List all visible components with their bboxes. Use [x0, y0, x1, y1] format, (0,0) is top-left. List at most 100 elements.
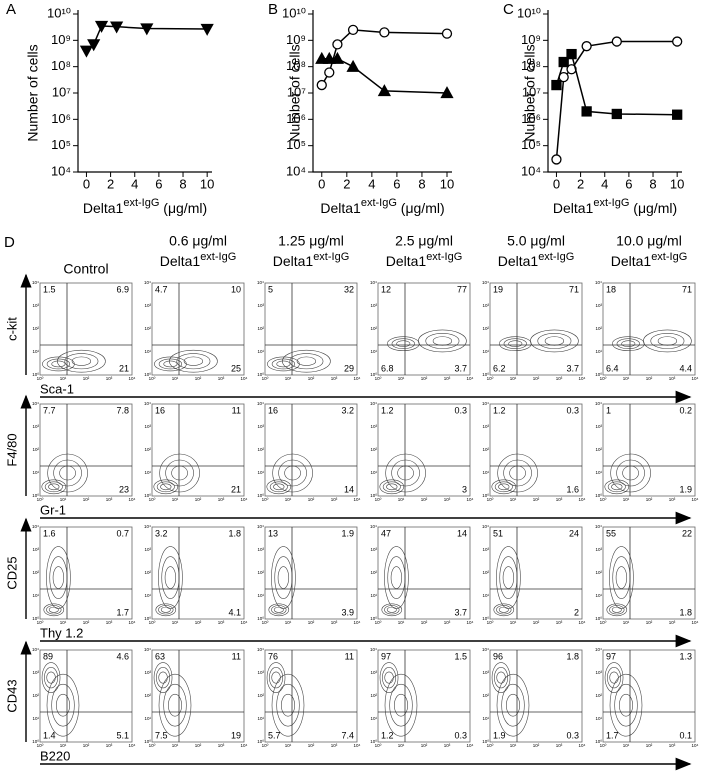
- quadrant-percent: 0.7: [116, 528, 129, 538]
- contour: [296, 356, 317, 366]
- flow-x-tick: 10⁰: [37, 743, 44, 748]
- flow-y-tick: 10⁰: [144, 739, 151, 744]
- flow-x-tick: 10³: [556, 376, 563, 381]
- flow-y-tick: 10⁴: [595, 280, 602, 285]
- flow-x-tick: 10²: [646, 620, 653, 625]
- contour: [281, 693, 295, 717]
- column-agent: Delta1ext-IgG: [160, 251, 237, 269]
- quadrant-percent: 97: [606, 651, 616, 661]
- flow-y-tick: 10³: [32, 303, 39, 308]
- flow-y-tick: 10²: [595, 570, 602, 575]
- contour: [611, 606, 622, 613]
- flow-x-tick: 10³: [331, 620, 338, 625]
- flow-y-tick: 10²: [370, 570, 377, 575]
- contour: [273, 606, 284, 613]
- y-tick-label: 10⁸: [286, 58, 306, 73]
- flow-y-tick: 10³: [257, 547, 264, 552]
- agent: Delta1: [611, 253, 652, 269]
- contour: [609, 673, 643, 737]
- contour: [610, 453, 651, 493]
- plot-frame: [602, 282, 696, 376]
- contour: [56, 693, 70, 717]
- quadrant-percent: 13: [268, 528, 278, 538]
- flow-y-tick: 10³: [370, 547, 377, 552]
- quadrant-percent: 32: [344, 284, 354, 294]
- flow-y-tick: 10⁰: [595, 739, 602, 744]
- contour: [158, 546, 183, 609]
- flow-x-tick: 10⁰: [37, 376, 44, 381]
- flow-y-tick: 10³: [595, 547, 602, 552]
- flow-y-tick: 10¹: [32, 349, 39, 354]
- contour: [163, 360, 178, 368]
- quadrant-percent: 1.9: [493, 730, 506, 740]
- y-tick-label: 10¹⁰: [47, 5, 71, 20]
- quadrant-percent: 1.4: [43, 730, 56, 740]
- row-y-label: F4/80: [4, 433, 19, 466]
- row-x-label: B220: [40, 748, 70, 763]
- flow-x-tick: 10⁴: [354, 497, 361, 502]
- contour: [506, 693, 520, 717]
- flow-y-tick: 10¹: [370, 470, 377, 475]
- flow-x-tick: 10³: [556, 620, 563, 625]
- flow-y-tick: 10⁴: [257, 401, 264, 406]
- flow-x-tick: 10²: [83, 743, 90, 748]
- flow-y-tick: 10²: [32, 693, 39, 698]
- marker: [94, 20, 109, 33]
- quadrant-percent: 51: [493, 528, 503, 538]
- flow-x-tick: 10³: [444, 376, 451, 381]
- flow-x-tick: 10³: [106, 497, 113, 502]
- quadrant-percent: 23: [119, 484, 129, 494]
- marker: [324, 67, 335, 78]
- flow-x-tick: 10⁰: [149, 743, 156, 748]
- y-tick-label: 10⁹: [521, 32, 541, 47]
- flow-y-tick: 10³: [144, 303, 151, 308]
- flow-y-tick: 10²: [482, 693, 489, 698]
- contour: [619, 693, 633, 717]
- contour: [64, 353, 99, 370]
- agent-sup: ext-IgG: [200, 251, 236, 263]
- flow-x-tick: 10²: [308, 497, 315, 502]
- y-tick-label: 10⁷: [287, 84, 306, 99]
- flow-x-tick: 10¹: [172, 743, 179, 748]
- flow-x-tick: 10¹: [172, 376, 179, 381]
- flow-x-tick: 10¹: [172, 497, 179, 502]
- contour: [43, 603, 65, 617]
- flow-y-tick: 10¹: [257, 593, 264, 598]
- plot-frame: [377, 649, 471, 743]
- flow-x-tick: 10⁰: [600, 620, 607, 625]
- flow-x-tick: 10¹: [285, 743, 292, 748]
- contour: [508, 340, 523, 348]
- flow-x-tick: 10⁴: [129, 497, 136, 502]
- plot-frame: [39, 403, 133, 497]
- contour: [153, 662, 173, 693]
- marker: [140, 23, 154, 36]
- y-tick-label: 10⁷: [52, 84, 71, 99]
- contour: [41, 479, 67, 495]
- chart: B 10⁴ 10⁵ 10⁶ 10⁷ 10⁸ 10⁹ 10¹⁰ 0 2 4 6 8 10 Number of …: [268, 1, 454, 216]
- flow-x-tick: 10⁰: [487, 497, 494, 502]
- y-tick-label: 10⁹: [51, 32, 71, 47]
- flow-x-tick: 10²: [421, 376, 428, 381]
- flow-x-tick: 10¹: [60, 376, 67, 381]
- flow-x-tick: 10⁰: [487, 620, 494, 625]
- y-tick-label: 10⁴: [521, 163, 541, 178]
- flow-x-tick: 10³: [218, 743, 225, 748]
- quadrant-percent: 71: [682, 284, 692, 294]
- y-tick-label: 10⁷: [522, 84, 541, 99]
- flow-y-tick: 10⁰: [32, 739, 39, 744]
- axis: [547, 10, 682, 173]
- flow-y-tick: 10²: [370, 326, 377, 331]
- column-agent: Delta1ext-IgG: [273, 251, 350, 269]
- flow-x-tick: 10¹: [285, 620, 292, 625]
- flow-y-tick: 10²: [144, 693, 151, 698]
- contour: [169, 349, 218, 373]
- flow-x-tick: 10⁴: [354, 376, 361, 381]
- column-agent: Delta1ext-IgG: [386, 251, 463, 269]
- contour: [381, 603, 403, 617]
- flow-y-tick: 10¹: [482, 593, 489, 598]
